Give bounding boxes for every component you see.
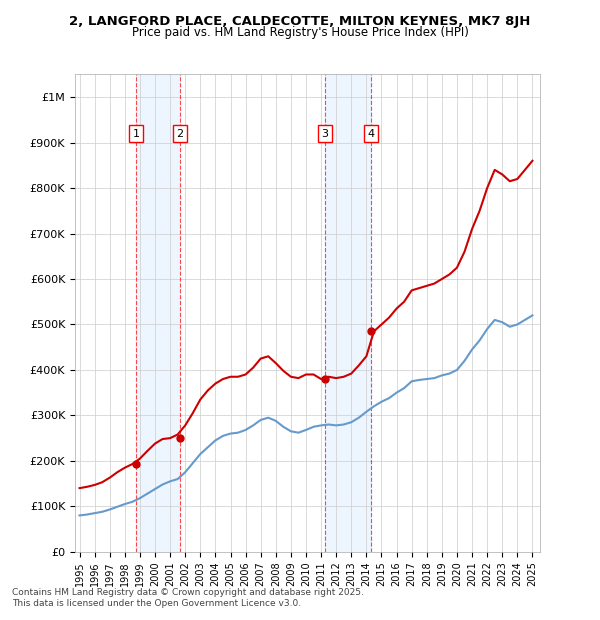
Text: 2: 2 bbox=[176, 128, 184, 138]
Text: 1: 1 bbox=[133, 128, 140, 138]
Text: 4: 4 bbox=[368, 128, 375, 138]
Text: 3: 3 bbox=[322, 128, 329, 138]
Text: Price paid vs. HM Land Registry's House Price Index (HPI): Price paid vs. HM Land Registry's House … bbox=[131, 26, 469, 39]
Text: 2, LANGFORD PLACE, CALDECOTTE, MILTON KEYNES, MK7 8JH: 2, LANGFORD PLACE, CALDECOTTE, MILTON KE… bbox=[70, 16, 530, 29]
Bar bbox=[325, 74, 371, 552]
Bar bbox=[136, 74, 180, 552]
Text: Contains HM Land Registry data © Crown copyright and database right 2025.
This d: Contains HM Land Registry data © Crown c… bbox=[12, 588, 364, 608]
